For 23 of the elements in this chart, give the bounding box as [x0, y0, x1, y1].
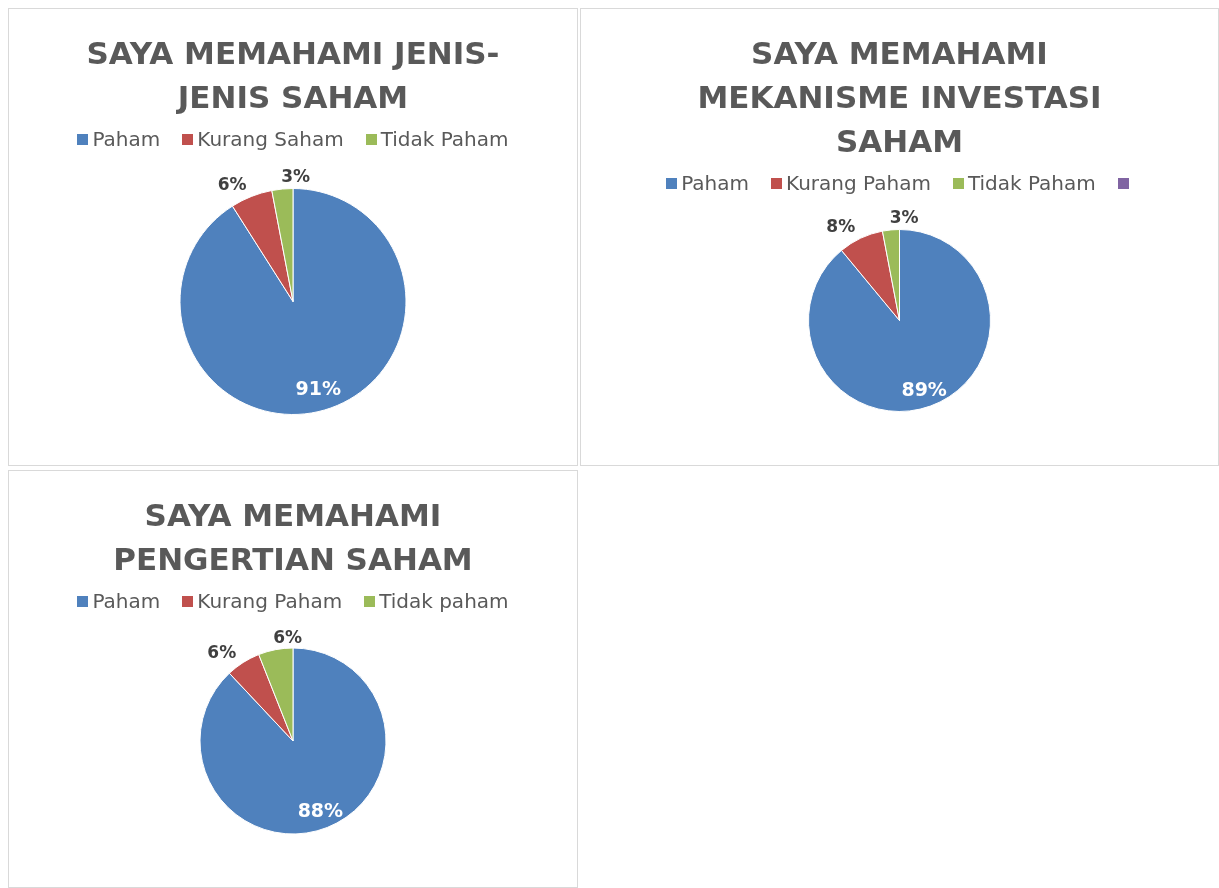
- pie-slice: [179, 188, 407, 415]
- legend-label: Paham: [92, 127, 161, 151]
- legend-label: Paham: [92, 589, 161, 613]
- pie-slice: [199, 647, 387, 835]
- legend-label: Kurang Paham: [786, 171, 931, 195]
- data-label: 6%: [207, 641, 237, 662]
- legend-label: Kurang Saham: [197, 127, 344, 151]
- legend-label: Tidak paham: [379, 589, 509, 613]
- chart-title: SAYA MEMAHAMI JENIS-JENIS SAHAM: [85, 34, 501, 117]
- data-label: 3%: [281, 166, 311, 187]
- legend-label: Paham: [681, 171, 750, 195]
- data-label: 8%: [826, 216, 856, 237]
- chart-title: SAYA MEMAHAMI MEKANISME INVESTASI SAHAM: [696, 34, 1103, 161]
- data-label: 89%: [901, 378, 947, 400]
- data-label: 91%: [295, 377, 341, 400]
- legend-label: Tidak Paham: [380, 127, 509, 151]
- data-label: 6%: [273, 626, 303, 647]
- legend-label: Kurang Paham: [197, 589, 343, 613]
- data-label: 6%: [217, 174, 247, 195]
- data-label: 88%: [297, 799, 344, 822]
- data-label: 3%: [889, 206, 919, 227]
- legend-label: Tidak Paham: [967, 171, 1096, 195]
- chart-title: SAYA MEMAHAMI PENGERTIAN SAHAM: [112, 496, 474, 579]
